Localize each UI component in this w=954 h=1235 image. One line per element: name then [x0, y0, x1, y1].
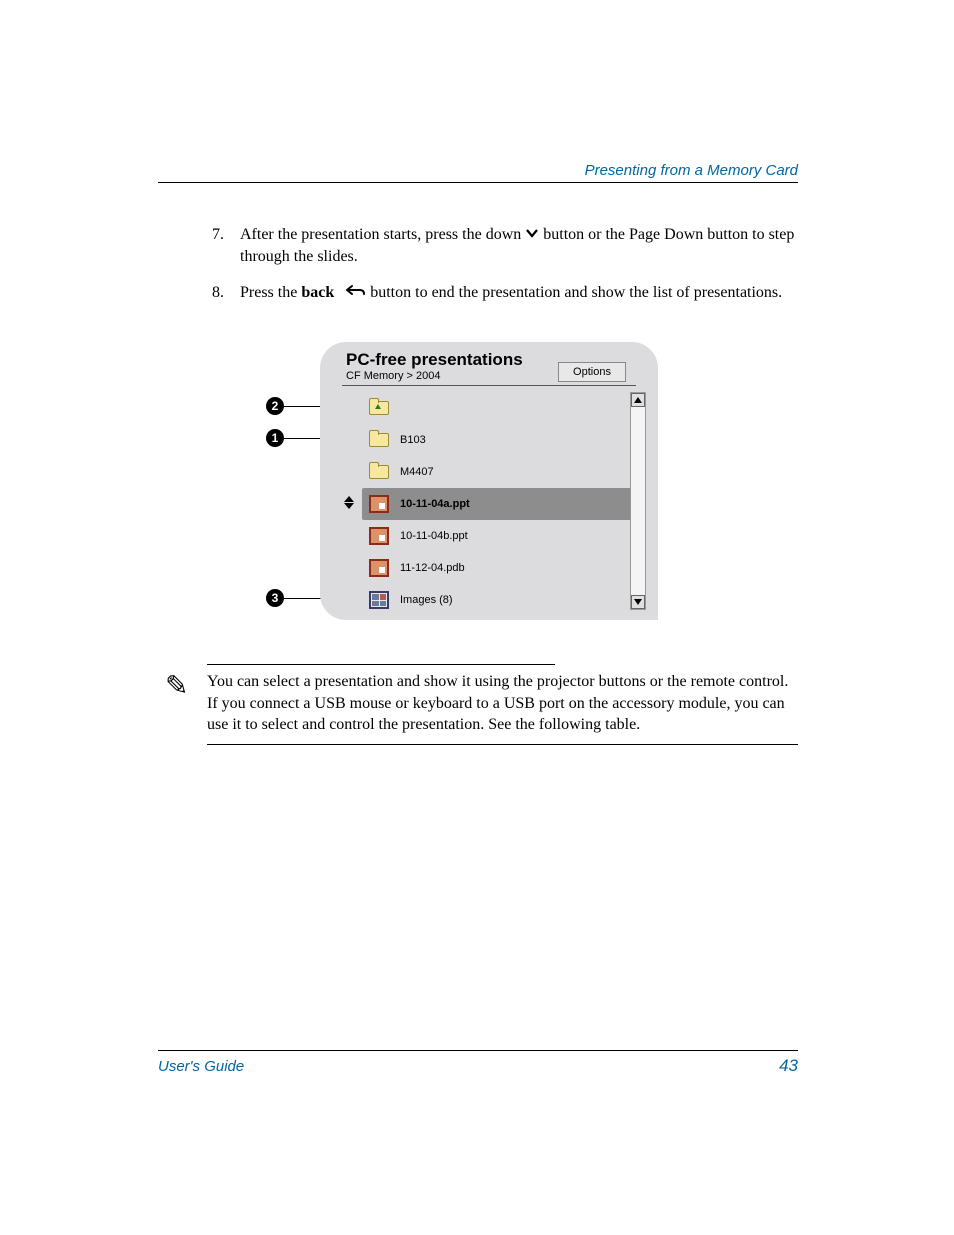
list-item-up[interactable] [362, 392, 634, 424]
folder-icon [369, 465, 389, 479]
header-rule [158, 182, 798, 183]
list-item-images[interactable]: Images (8) [362, 584, 634, 616]
footer-guide-label: User's Guide [158, 1058, 244, 1075]
item-label: 11-12-04.pdb [400, 562, 465, 574]
window-title: PC-free presentations [346, 350, 523, 370]
step-8: 8. Press the back button to end the pres… [212, 282, 798, 304]
scrollbar[interactable] [630, 392, 646, 610]
folder-up-icon [369, 401, 389, 415]
callout-1: 1 [266, 429, 284, 447]
callout-2: 2 [266, 397, 284, 415]
list-item-folder[interactable]: M4407 [362, 456, 634, 488]
pc-free-window: PC-free presentations CF Memory > 2004 O… [320, 342, 658, 620]
list-item-folder[interactable]: B103 [362, 424, 634, 456]
step-number: 8. [212, 282, 240, 304]
list-item-ppt[interactable]: 10-11-04b.ppt [362, 520, 634, 552]
chevron-up-icon [634, 397, 642, 403]
down-icon [525, 224, 539, 246]
note-block: ✎ You can select a presentation and show… [165, 664, 798, 745]
ppt-icon [369, 559, 389, 577]
scroll-up-button[interactable] [631, 393, 645, 407]
ppt-icon [369, 527, 389, 545]
step-number: 7. [212, 224, 240, 268]
note-rule-bottom [207, 744, 798, 745]
file-list: B103 M4407 10-11-04a.ppt 10-11-04b.ppt 1… [362, 392, 634, 616]
images-icon [369, 591, 389, 609]
item-label: M4407 [400, 466, 434, 478]
back-icon [346, 281, 366, 303]
step-text: Press the back button to end the present… [240, 282, 798, 304]
item-label: 10-11-04b.ppt [400, 530, 468, 542]
list-item-ppt[interactable]: 11-12-04.pdb [362, 552, 634, 584]
step-text: After the presentation starts, press the… [240, 224, 798, 268]
chevron-down-icon [634, 599, 642, 605]
note-text: You can select a presentation and show i… [207, 671, 798, 736]
ppt-icon [369, 495, 389, 513]
folder-icon [369, 433, 389, 447]
item-label: 10-11-04a.ppt [400, 498, 470, 510]
footer-page-number: 43 [779, 1056, 798, 1076]
selection-arrows-icon [344, 496, 358, 509]
body: 7. After the presentation starts, press … [212, 224, 798, 318]
note-icon: ✎ [165, 671, 199, 736]
callout-3: 3 [266, 589, 284, 607]
header-underline [342, 385, 636, 386]
header-section-title: Presenting from a Memory Card [585, 162, 798, 179]
scroll-down-button[interactable] [631, 595, 645, 609]
options-button[interactable]: Options [558, 362, 626, 382]
step-7: 7. After the presentation starts, press … [212, 224, 798, 268]
breadcrumb: CF Memory > 2004 [346, 370, 440, 382]
item-label: B103 [400, 434, 426, 446]
item-label: Images (8) [400, 594, 453, 606]
note-rule-top [207, 664, 555, 665]
footer-rule [158, 1050, 798, 1051]
list-item-ppt-selected[interactable]: 10-11-04a.ppt [362, 488, 634, 520]
